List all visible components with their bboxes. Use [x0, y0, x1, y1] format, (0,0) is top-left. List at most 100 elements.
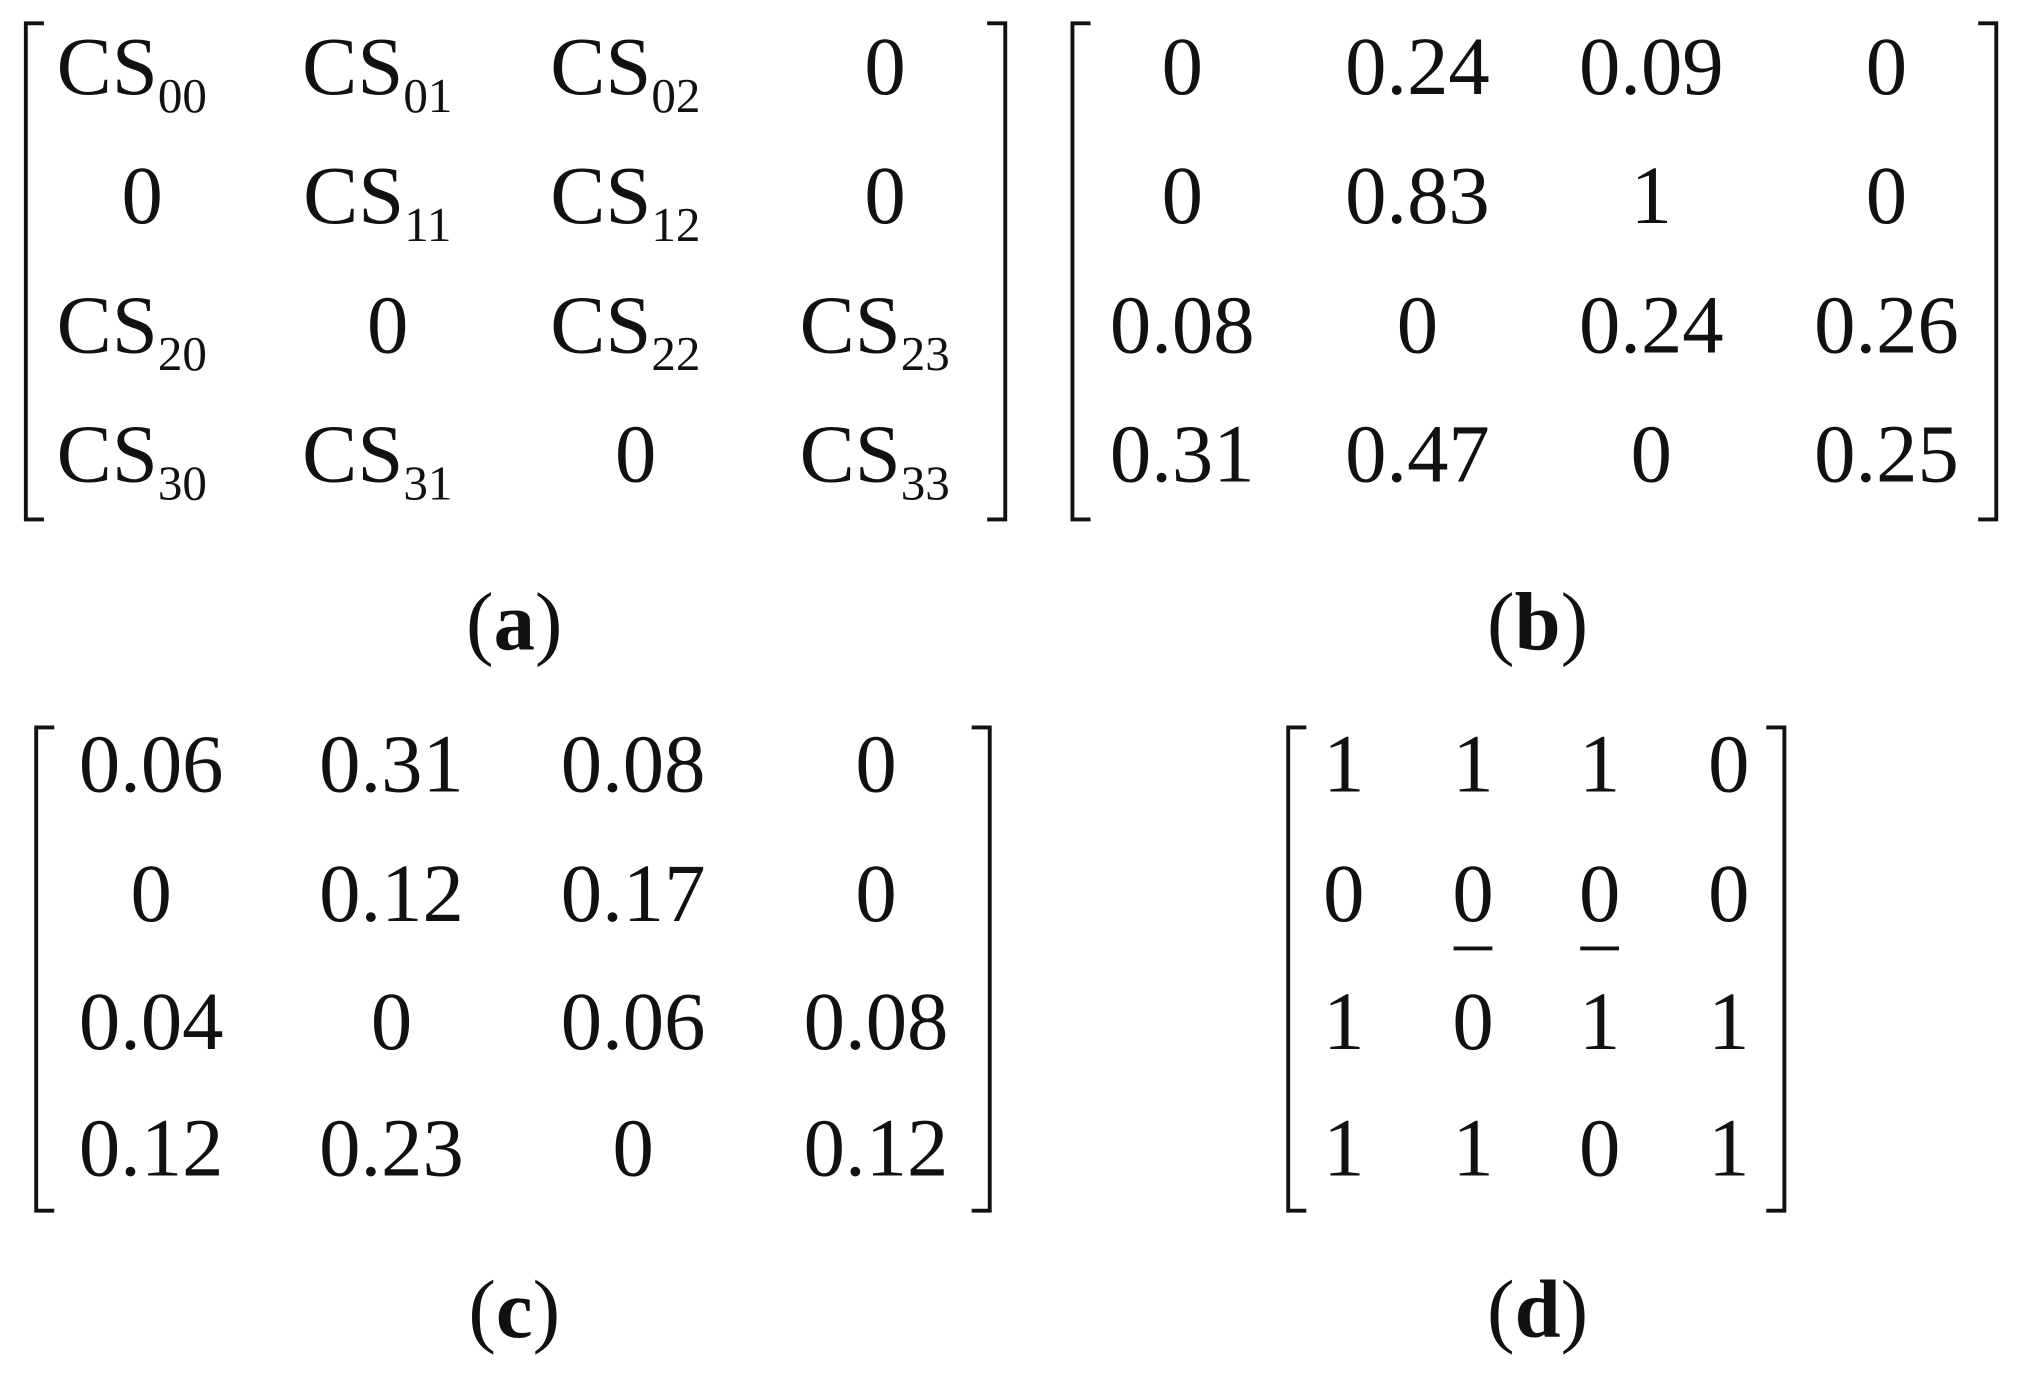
left-bracket	[23, 21, 44, 522]
cell-subscript: 11	[404, 197, 451, 252]
caption-label: d	[1515, 1263, 1561, 1355]
cell-symbol: CS	[57, 408, 158, 500]
caption: (b)	[1487, 576, 1588, 668]
matrix-cell: 1	[1631, 149, 1672, 241]
matrix-cell: 0.09	[1579, 20, 1724, 112]
matrix-cell: 1	[1323, 1101, 1364, 1193]
matrix-cell: 0.31	[319, 718, 464, 810]
matrix-cell: 0	[1452, 847, 1493, 939]
cell-subscript: 31	[403, 456, 452, 511]
matrix-cell: CS20	[57, 278, 207, 381]
matrix-cell: 0	[855, 718, 896, 810]
cell-subscript: 00	[158, 68, 207, 123]
matrix-cell: 0	[1452, 975, 1493, 1067]
matrix-cell: CS12	[550, 149, 700, 252]
matrix-cell: CS33	[800, 408, 950, 511]
caption-label: a	[494, 576, 535, 668]
matrix-cell: 0.83	[1345, 149, 1490, 241]
matrix-cell: 0	[1397, 278, 1438, 370]
matrix-cell: 0.25	[1814, 408, 1959, 500]
matrix-cell: 1	[1452, 718, 1493, 810]
matrix-cell: CS02	[550, 20, 700, 123]
cell-symbol: CS	[302, 408, 403, 500]
matrix-cell: CS00	[57, 20, 207, 123]
matrix-cell: 0.08	[804, 975, 949, 1067]
matrix-cell: CS01	[302, 20, 452, 123]
matrix-cell: 0.31	[1110, 408, 1255, 500]
matrix-cell: 0	[1866, 149, 1907, 241]
matrix-cell: 0.06	[79, 718, 224, 810]
matrix-cell: CS30	[57, 408, 207, 511]
caption-label: c	[496, 1263, 533, 1355]
matrix-cell: 0	[612, 1101, 653, 1193]
caption: (a)	[466, 576, 562, 668]
matrix-cell: 0	[1631, 408, 1672, 500]
cell-subscript: 30	[158, 456, 207, 511]
cell-symbol: CS	[550, 149, 651, 241]
matrix-cell: 1	[1323, 718, 1364, 810]
left-bracket	[1070, 21, 1091, 522]
caption-paren: (	[466, 576, 494, 668]
matrix-cell: 0	[1866, 20, 1907, 112]
cell-symbol: CS	[302, 20, 403, 112]
matrix-cell: 0	[371, 975, 412, 1067]
matrix-cell: 0	[1708, 847, 1749, 939]
caption-label: b	[1515, 576, 1561, 668]
caption-paren: )	[535, 576, 563, 668]
matrix-cell: 0	[615, 408, 656, 500]
matrix-cell: 0.08	[1110, 278, 1255, 370]
matrix-cell: 0.04	[79, 975, 224, 1067]
matrix-cell: 1	[1452, 1101, 1493, 1193]
matrix-cell: 0.23	[319, 1101, 464, 1193]
matrix-cell: 0.12	[319, 847, 464, 939]
right-bracket	[971, 725, 992, 1213]
caption: (d)	[1487, 1263, 1588, 1355]
right-bracket	[1978, 21, 1999, 522]
cell-subscript: 12	[651, 197, 700, 252]
right-bracket	[987, 21, 1008, 522]
matrix-cell: 0.12	[79, 1101, 224, 1193]
matrix-cell: CS22	[550, 278, 700, 381]
matrix-cell: 0	[1579, 1101, 1620, 1193]
matrix-cell: 1	[1323, 975, 1364, 1067]
matrix-cell: 0.12	[804, 1101, 949, 1193]
matrix-cell: 0.06	[561, 975, 706, 1067]
matrix-cell: CS23	[800, 278, 950, 381]
cell-symbol: CS	[550, 20, 651, 112]
matrix-cell: 1	[1579, 975, 1620, 1067]
cell-symbol: CS	[57, 20, 158, 112]
matrix-cell: 0.17	[561, 847, 706, 939]
cell-subscript: 22	[651, 326, 700, 381]
cell-subscript: 01	[403, 68, 452, 123]
matrix-cell: 1	[1708, 1101, 1749, 1193]
matrix-cell: 0	[1579, 847, 1620, 939]
cell-symbol: CS	[57, 278, 158, 370]
cell-subscript: 20	[158, 326, 207, 381]
matrix-cell: 0.08	[561, 718, 706, 810]
cell-subscript: 02	[651, 68, 700, 123]
left-bracket	[34, 725, 55, 1213]
matrix-cell: 0	[1708, 718, 1749, 810]
caption-paren: )	[533, 1263, 561, 1355]
matrix-cell: 1	[1708, 975, 1749, 1067]
matrix-cell: 0	[121, 149, 162, 241]
cell-symbol: CS	[800, 408, 901, 500]
cell-subscript: 23	[901, 326, 950, 381]
matrix-cell: 1	[1579, 718, 1620, 810]
cell-symbol: CS	[800, 278, 901, 370]
matrix-cell: CS11	[303, 149, 451, 252]
matrix-cell: 0.26	[1814, 278, 1959, 370]
matrix-cell: 0	[864, 20, 905, 112]
matrix-cell: 0	[367, 278, 408, 370]
matrix-cell: 0	[864, 149, 905, 241]
matrix-cell: 0.24	[1345, 20, 1490, 112]
matrix-cell: 0	[855, 847, 896, 939]
cell-subscript: 33	[901, 456, 950, 511]
caption-paren: (	[1487, 1263, 1515, 1355]
caption-paren: (	[468, 1263, 496, 1355]
matrix-cell: 0	[131, 847, 172, 939]
caption-paren: (	[1487, 576, 1515, 668]
matrix-cell: 0	[1323, 847, 1364, 939]
cell-symbol: CS	[303, 149, 404, 241]
